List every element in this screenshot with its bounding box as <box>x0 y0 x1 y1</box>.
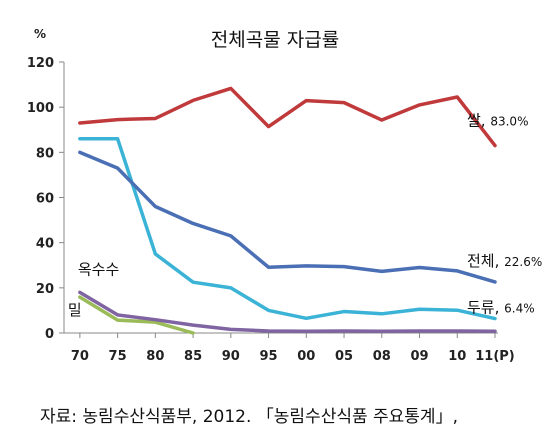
series-line-두류 <box>78 137 497 321</box>
source-note: 자료: 농림수산식품부, 2012. 「농림수산식품 주요통계」, <box>40 407 458 427</box>
end-label-두류: 두류, 6.4% <box>467 299 535 317</box>
start-label-옥수수: 옥수수 <box>78 260 119 278</box>
y-tick-label: 40 <box>36 237 54 252</box>
x-tick-label: 08 <box>373 349 391 364</box>
series-line-전체 <box>78 150 497 284</box>
x-tick-label: 00 <box>297 349 315 364</box>
x-tick-label: 85 <box>184 349 202 364</box>
x-tick-label: 05 <box>335 349 353 364</box>
x-tick-label: 09 <box>410 349 428 364</box>
y-tick-label: 80 <box>36 146 54 161</box>
y-tick-label: 100 <box>27 101 54 116</box>
y-tick-label: 0 <box>45 327 54 342</box>
series-line-밀 <box>78 295 195 335</box>
series-line-쌀 <box>78 86 497 148</box>
x-tick-label: 11(P) <box>475 349 515 364</box>
y-axis-unit: % <box>34 27 46 41</box>
chart-title: 전체곡물 자급률 <box>211 29 339 51</box>
x-tick-label: 90 <box>222 349 240 364</box>
y-tick-label: 120 <box>27 56 54 71</box>
end-label-쌀: 쌀, 83.0% <box>467 112 528 130</box>
series-line-옥수수 <box>78 290 497 333</box>
x-tick-label: 95 <box>260 349 278 364</box>
y-tick-label: 60 <box>36 192 54 207</box>
x-tick-label: 75 <box>109 349 127 364</box>
y-tick-label: 20 <box>36 282 54 297</box>
x-tick-label: 70 <box>71 349 89 364</box>
end-label-전체: 전체, 22.6% <box>467 252 542 270</box>
x-tick-label: 80 <box>146 349 164 364</box>
x-tick-label: 10 <box>448 349 466 364</box>
start-label-밀: 밀 <box>68 301 82 319</box>
